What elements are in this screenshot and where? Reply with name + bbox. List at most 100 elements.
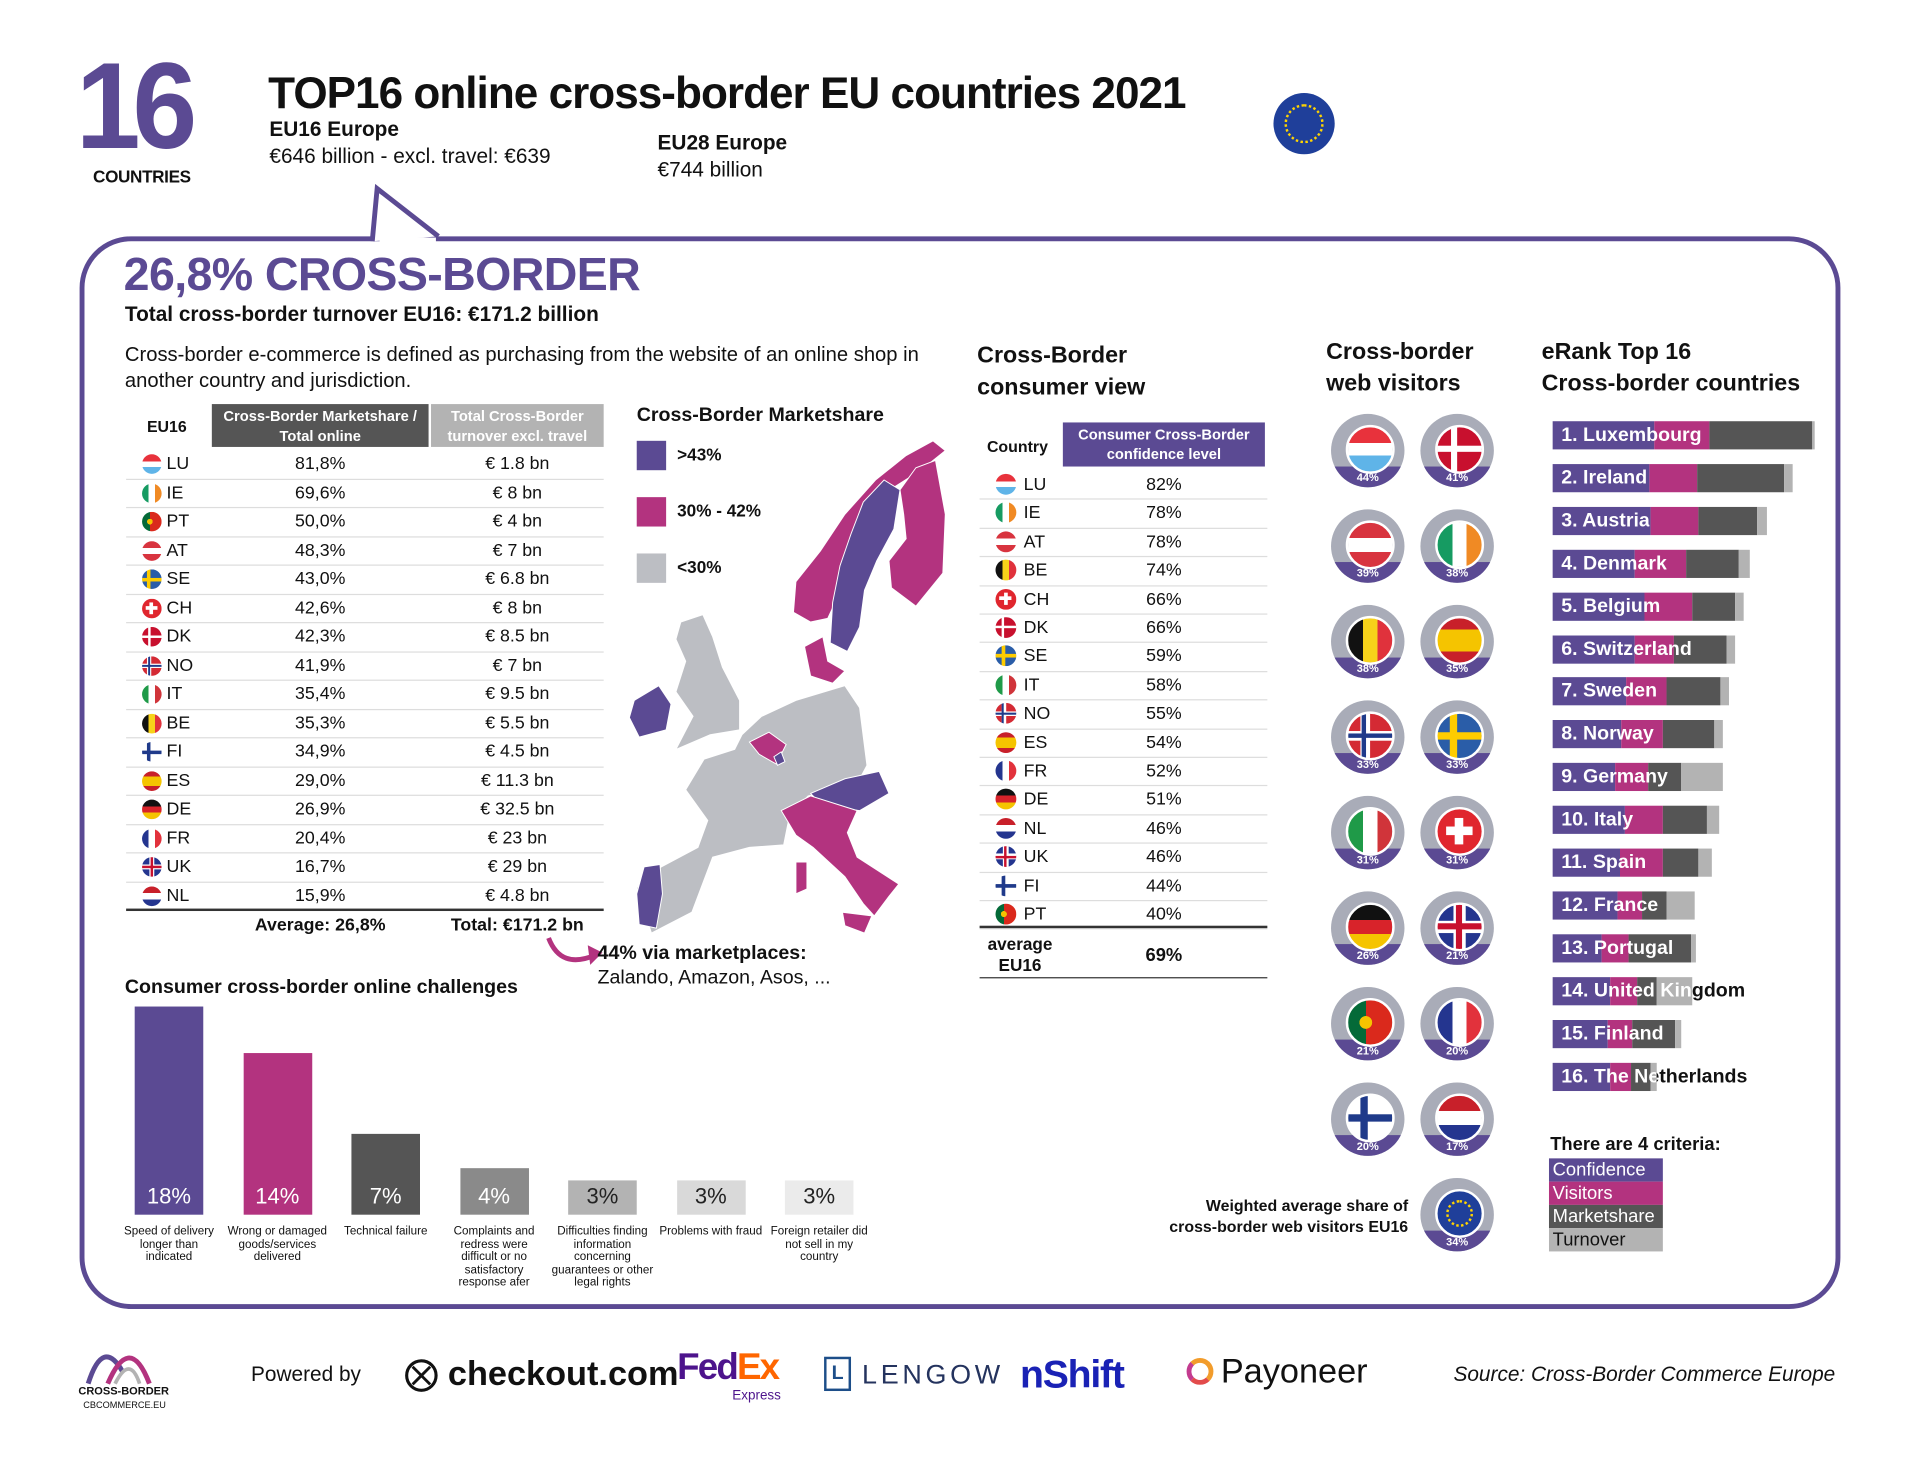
challenge-category: Difficulties finding information concern… bbox=[551, 1224, 654, 1290]
visitor-share: 39% bbox=[1356, 566, 1379, 580]
confidence-value: 46% bbox=[1146, 847, 1182, 868]
erank-segment bbox=[1634, 634, 1674, 664]
turnover-value: € 6.8 bn bbox=[485, 569, 550, 589]
erank-label: 13. Portugal bbox=[1561, 937, 1674, 959]
donut-band bbox=[1420, 753, 1494, 774]
country-code: NL bbox=[166, 885, 190, 906]
donut-band bbox=[1331, 562, 1405, 583]
challenge-bar: 3% bbox=[784, 1179, 854, 1215]
visitor-donut: 20% bbox=[1331, 1082, 1405, 1156]
country-code: SE bbox=[166, 569, 191, 589]
donut-band bbox=[1420, 657, 1494, 679]
flag-se-icon bbox=[142, 569, 162, 589]
marketshare-value: 69,6% bbox=[295, 483, 346, 503]
table-col-marketshare: Cross-Border Marketshare / Total online bbox=[211, 404, 429, 447]
erank-segment bbox=[1686, 549, 1739, 578]
flag-fr-icon bbox=[142, 828, 162, 848]
country-code: SE bbox=[1023, 647, 1048, 667]
turnover-value: € 8 bn bbox=[492, 483, 543, 503]
country-code: NO bbox=[1023, 704, 1051, 724]
erank-segment bbox=[1634, 549, 1687, 578]
erank-segment bbox=[1552, 506, 1651, 535]
flag-nl-icon bbox=[142, 885, 162, 906]
visitor-donut: 39% bbox=[1331, 509, 1405, 583]
logo-text: CROSS-BORDER bbox=[78, 1384, 169, 1398]
lengow-icon: L bbox=[824, 1356, 852, 1392]
erank-segment bbox=[1619, 848, 1663, 877]
speech-notch bbox=[369, 183, 440, 245]
checkout-logo: ⨂ checkout.com bbox=[404, 1354, 679, 1393]
consumer-row: DK 66% bbox=[979, 615, 1268, 644]
flag-be-icon bbox=[1345, 615, 1395, 665]
country-code: FR bbox=[1023, 761, 1048, 782]
challenge-bar: 14% bbox=[243, 1052, 312, 1215]
page-title: TOP16 online cross-border EU countries 2… bbox=[268, 67, 1186, 118]
country-code: DE bbox=[166, 799, 192, 820]
checkout-name: checkout.com bbox=[447, 1354, 679, 1393]
consumer-row: BE 74% bbox=[979, 557, 1268, 587]
visitor-donut: 21% bbox=[1331, 986, 1405, 1061]
flag-de-icon bbox=[1345, 902, 1395, 952]
erank-segment bbox=[1552, 934, 1602, 963]
turnover-value: € 8 bn bbox=[492, 598, 543, 618]
flag-uk-icon bbox=[142, 857, 162, 877]
definition-text: Cross-border e-commerce is defined as pu… bbox=[124, 344, 919, 392]
table-row: BE 35,3% € 5.5 bn bbox=[126, 710, 604, 739]
flag-es-icon bbox=[142, 770, 162, 791]
visitor-share: 20% bbox=[1446, 1044, 1469, 1057]
marketshare-value: 42,6% bbox=[295, 598, 346, 618]
confidence-value: 40% bbox=[1146, 904, 1182, 925]
erank-segment bbox=[1644, 592, 1693, 621]
erank-segment bbox=[1552, 634, 1635, 664]
donut-band bbox=[1420, 848, 1494, 870]
consumer-row: NO 55% bbox=[979, 701, 1268, 730]
fedex-ex: Ex bbox=[736, 1346, 780, 1388]
flag-be-icon bbox=[142, 713, 162, 733]
consumer-row: SE 59% bbox=[979, 643, 1268, 672]
challenges-title: Consumer cross-border online challenges bbox=[124, 977, 518, 998]
map-sardinia bbox=[795, 861, 808, 895]
flag-nl-icon bbox=[995, 817, 1017, 839]
country-code: IE bbox=[1023, 503, 1041, 524]
visitor-share: 41% bbox=[1446, 471, 1469, 484]
erank-segment bbox=[1552, 1019, 1608, 1048]
country-code: ES bbox=[1023, 732, 1048, 753]
flag-be-icon bbox=[995, 559, 1017, 581]
marketshare-value: 42,3% bbox=[295, 626, 346, 647]
table-average: Average: 26,8% bbox=[254, 915, 386, 936]
country-code: PT bbox=[1023, 904, 1047, 925]
table-row: DK 42,3% € 8.5 bn bbox=[126, 623, 604, 653]
country-code: CH bbox=[1023, 589, 1050, 610]
consumer-row: IE 78% bbox=[979, 500, 1268, 529]
table-total: Total: €171.2 bn bbox=[450, 915, 584, 936]
country-code: NL bbox=[1023, 818, 1047, 839]
confidence-value: 44% bbox=[1146, 876, 1182, 896]
erank-label: 11. Spain bbox=[1561, 852, 1647, 874]
erank-segment bbox=[1642, 891, 1667, 920]
erank-segment bbox=[1783, 463, 1793, 493]
country-code: BE bbox=[166, 713, 191, 733]
erank-segment bbox=[1735, 592, 1744, 621]
flag-ie-icon bbox=[142, 483, 162, 503]
confidence-value: 82% bbox=[1146, 475, 1182, 495]
legend-swatch bbox=[636, 440, 667, 471]
criteria-item: Confidence bbox=[1548, 1158, 1663, 1182]
flag-it-icon bbox=[142, 684, 162, 705]
erank-segment bbox=[1681, 763, 1723, 792]
erank-segment bbox=[1552, 1062, 1610, 1091]
erank-segment bbox=[1656, 976, 1693, 1005]
legend-label: 30% - 42% bbox=[677, 500, 762, 521]
donut-band bbox=[1420, 466, 1494, 488]
donut-band bbox=[1420, 1135, 1494, 1156]
table-row: LU 81,8% € 1.8 bn bbox=[126, 451, 604, 480]
turnover-value: € 7 bn bbox=[492, 655, 543, 676]
flag-fi-icon bbox=[995, 875, 1017, 896]
erank-segment bbox=[1650, 1062, 1657, 1091]
erank-segment bbox=[1649, 463, 1697, 493]
country-code: UK bbox=[166, 857, 192, 877]
visitors-average-value: 34% bbox=[1446, 1235, 1469, 1248]
visitor-donut: 33% bbox=[1420, 700, 1494, 774]
flag-de-icon bbox=[995, 789, 1017, 810]
erank-segment bbox=[1617, 891, 1643, 920]
